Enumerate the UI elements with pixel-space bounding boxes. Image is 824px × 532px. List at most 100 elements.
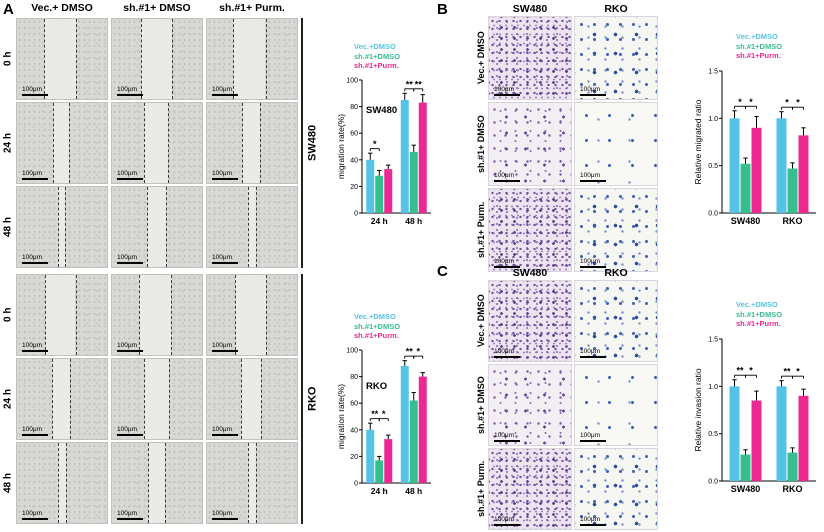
legend-item: Vec.+DMSO <box>736 32 778 41</box>
col-header: RKO <box>604 3 628 15</box>
legend-item: sh.#1+Purm. <box>354 61 399 70</box>
invasion-stain-image: 100μm <box>574 448 658 530</box>
wound-edge-line <box>233 19 235 99</box>
x-tick-label: RKO <box>783 216 803 226</box>
y-tick-label: 80 <box>350 374 358 381</box>
y-axis-label: Relative invasion ratio <box>693 368 703 451</box>
wound-edge-line <box>255 187 257 267</box>
group-bracket <box>301 274 303 524</box>
migration-stain-image: 100μm <box>488 16 572 100</box>
sig-label: * <box>796 366 800 376</box>
row-label: sh.#1+ DMSO <box>476 376 486 434</box>
chart-title: RKO <box>366 381 387 392</box>
y-tick-label: 60 <box>350 400 358 407</box>
migration-stain-image: 100μm <box>574 16 658 100</box>
bar-sh-0 <box>375 459 384 483</box>
microscopy-image: 100μm <box>206 442 298 524</box>
legend-item: sh.#1+DMSO <box>354 321 401 331</box>
x-tick-label: 48 h <box>405 486 422 496</box>
sig-label: ** <box>736 365 744 375</box>
wound-gap <box>241 359 261 439</box>
invasion-ratio-plot: 0.0 0.5 1.0 1.5 Relative invasion ratio SW480… <box>693 336 816 494</box>
wound-gap <box>139 275 172 355</box>
row-label: Vec.+ DMSO <box>476 294 486 348</box>
microscopy-image: 100μm <box>111 442 203 524</box>
scale-bar: 100μm <box>212 426 238 436</box>
wound-gap <box>144 103 168 183</box>
wound-edge-line <box>44 275 46 355</box>
microscopy-image: 100μm <box>16 442 108 524</box>
microscopy-image: 100μm <box>206 358 298 440</box>
y-tick-label: 100 <box>346 77 358 84</box>
microscopy-image: 100μm <box>111 358 203 440</box>
legend-item: sh.#1+Purm. <box>736 319 781 328</box>
sig-label: * <box>416 346 420 356</box>
wound-edge-line <box>167 103 169 183</box>
sig-label: ** <box>415 79 423 89</box>
wound-gap <box>44 19 77 99</box>
microscopy-image: 100μm <box>206 274 298 356</box>
microscopy-image: 100μm <box>206 102 298 184</box>
microscopy-image: 100μm <box>111 186 203 268</box>
bar-vec-1 <box>400 99 409 213</box>
y-tick-label: 0.0 <box>708 478 718 485</box>
wound-edge-line <box>57 443 59 523</box>
bar-vec-0 <box>366 429 375 483</box>
wound-gap <box>44 275 76 355</box>
panel-b-label: B <box>437 1 448 18</box>
scale-bar: 100μm <box>22 426 48 436</box>
wound-edge-line <box>247 443 249 523</box>
scale-bar: 100μm <box>212 342 238 352</box>
wound-edge-line <box>75 275 77 355</box>
microscopy-image: 100μm <box>111 102 203 184</box>
sig-label: * <box>749 96 753 106</box>
scale-bar: 100μm <box>22 342 48 352</box>
invasion-stain-image: 100μm <box>574 364 658 446</box>
wound-edge-line <box>255 443 257 523</box>
x-tick-label: 48 h <box>405 216 422 226</box>
wound-edge-line <box>266 275 268 355</box>
group-bracket <box>301 18 303 268</box>
scale-bar: 100μm <box>580 516 606 526</box>
panel-c-label: C <box>437 263 448 280</box>
scale-bar: 100μm <box>494 258 520 268</box>
wound-gap <box>247 443 256 523</box>
wound-gap <box>57 443 66 523</box>
microscopy-image: 100μm <box>206 18 298 100</box>
wound-edge-line <box>166 187 167 267</box>
wound-edge-line <box>241 359 243 439</box>
bar-vec-1 <box>776 117 787 213</box>
scale-bar: 100μm <box>580 258 606 268</box>
invasion-stain-image: 100μm <box>488 364 572 446</box>
bar-sh-0 <box>375 175 384 213</box>
scale-bar: 100μm <box>494 432 520 442</box>
microscopy-image: 100μm <box>111 274 203 356</box>
scale-bar: 100μm <box>494 348 520 358</box>
y-tick-label: 1.5 <box>708 68 718 75</box>
scale-bar: 100μm <box>117 254 143 264</box>
invasion-stain-image: 100μm <box>488 448 572 530</box>
col-header: RKO <box>604 267 628 279</box>
wound-edge-line <box>140 19 142 99</box>
chart-relative-invasion-ratio: Vec.+DMSO sh.#1+DMSO sh.#1+Purm. 0.0 0.5 1.0 1… <box>692 300 824 504</box>
y-tick-label: 0.5 <box>708 431 718 438</box>
x-tick-label: SW480 <box>731 484 761 494</box>
bar-sh-0 <box>740 163 751 213</box>
wound-gap <box>248 187 256 267</box>
scale-bar: 100μm <box>117 86 143 96</box>
col-header: SW480 <box>512 3 548 15</box>
sig-label: * <box>749 365 753 375</box>
y-tick-label: 100 <box>346 347 358 354</box>
bar-sh-1 <box>409 151 418 213</box>
wound-edge-line <box>147 187 149 267</box>
scale-bar: 100μm <box>494 86 520 96</box>
migration-stain-image: 100μm <box>574 188 658 272</box>
bar-purm-0 <box>751 400 762 481</box>
microscopy-image: 100μm <box>206 186 298 268</box>
y-axis-label: migration rate(%) <box>336 383 346 448</box>
legend-item: sh.#1+Purm. <box>354 331 399 340</box>
wound-edge-line <box>144 103 146 183</box>
bar-vec-0 <box>729 385 740 481</box>
bar-purm-0 <box>751 127 762 213</box>
